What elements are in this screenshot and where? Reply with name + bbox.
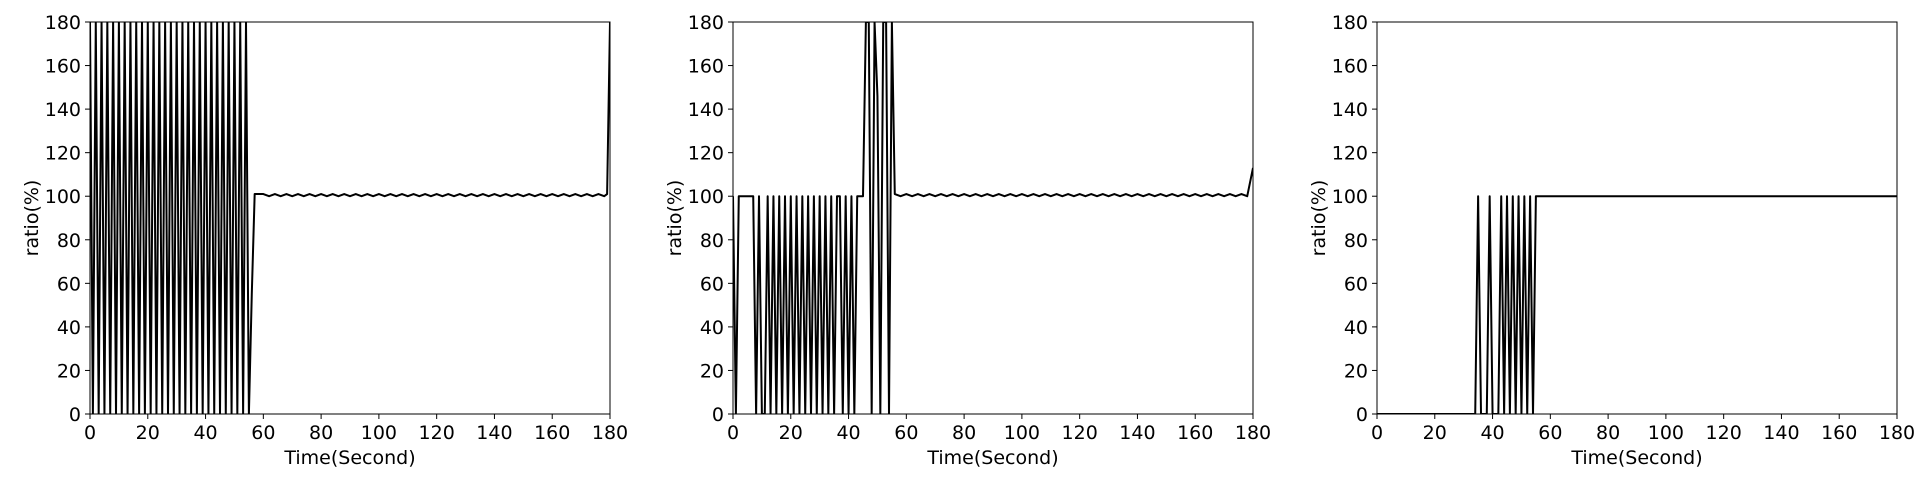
- y-tick-label: 140: [45, 99, 81, 121]
- y-axis-label: ratio(%): [1308, 180, 1330, 257]
- y-tick-label: 180: [1332, 12, 1368, 34]
- y-tick-label: 120: [45, 143, 81, 165]
- x-tick-label: 120: [1706, 422, 1742, 444]
- x-tick-label: 100: [361, 422, 397, 444]
- y-tick-label: 0: [1356, 404, 1368, 426]
- y-tick-label: 80: [57, 230, 81, 252]
- data-line: [733, 22, 1253, 414]
- x-tick-label: 0: [1371, 422, 1383, 444]
- x-tick-label: 20: [136, 422, 160, 444]
- x-tick-label: 180: [1235, 422, 1271, 444]
- y-tick-label: 80: [1344, 230, 1368, 252]
- y-axis-label: ratio(%): [664, 180, 686, 257]
- x-axis-label: Time(Second): [283, 447, 415, 469]
- x-tick-label: 20: [1423, 422, 1447, 444]
- y-tick-label: 160: [688, 56, 724, 78]
- data-line: [90, 22, 610, 414]
- plot-frame: [89, 21, 611, 415]
- y-tick-label: 40: [57, 317, 81, 339]
- x-tick-label: 60: [894, 422, 918, 444]
- x-tick-label: 140: [1119, 422, 1155, 444]
- y-tick-label: 40: [700, 317, 724, 339]
- y-tick-label: 20: [1344, 360, 1368, 382]
- y-tick-label: 180: [45, 12, 81, 34]
- plot-frame: [1376, 21, 1898, 415]
- x-axis-label: Time(Second): [1570, 447, 1702, 469]
- x-tick-label: 140: [476, 422, 512, 444]
- y-tick-label: 160: [1332, 56, 1368, 78]
- x-tick-label: 120: [1062, 422, 1098, 444]
- x-tick-label: 100: [1004, 422, 1040, 444]
- y-tick-label: 180: [688, 12, 724, 34]
- x-tick-label: 20: [779, 422, 803, 444]
- y-tick-label: 120: [1332, 143, 1368, 165]
- plot-frame: [732, 21, 1254, 415]
- x-tick-label: 80: [1596, 422, 1620, 444]
- y-tick-label: 60: [57, 273, 81, 295]
- subplot: 0 20 40 60 80 100 120 140 160 180 0 20 40 60 80 100 120 1…: [21, 12, 628, 469]
- y-tick-label: 0: [712, 404, 724, 426]
- x-tick-label: 40: [193, 422, 217, 444]
- x-tick-label: 0: [84, 422, 96, 444]
- x-tick-label: 180: [1879, 422, 1915, 444]
- y-tick-label: 60: [1344, 273, 1368, 295]
- data-line: [1377, 195, 1897, 414]
- x-tick-label: 60: [251, 422, 275, 444]
- x-tick-label: 100: [1648, 422, 1684, 444]
- y-tick-label: 80: [700, 230, 724, 252]
- x-tick-label: 180: [592, 422, 628, 444]
- x-tick-label: 160: [1177, 422, 1213, 444]
- y-tick-label: 60: [700, 273, 724, 295]
- y-tick-label: 40: [1344, 317, 1368, 339]
- y-axis-label: ratio(%): [21, 180, 43, 257]
- x-tick-label: 160: [534, 422, 570, 444]
- x-tick-label: 80: [309, 422, 333, 444]
- x-tick-label: 40: [1480, 422, 1504, 444]
- x-tick-label: 160: [1821, 422, 1857, 444]
- x-tick-label: 140: [1763, 422, 1799, 444]
- y-tick-label: 20: [57, 360, 81, 382]
- y-tick-label: 100: [1332, 186, 1368, 208]
- subplot: 0 20 40 60 80 100 120 140 160 180 0 20 40 60 80 100 120 1…: [1308, 12, 1915, 469]
- x-tick-label: 40: [836, 422, 860, 444]
- y-tick-label: 140: [688, 99, 724, 121]
- y-tick-label: 0: [69, 404, 81, 426]
- y-tick-label: 20: [700, 360, 724, 382]
- x-tick-label: 80: [952, 422, 976, 444]
- y-tick-label: 160: [45, 56, 81, 78]
- x-tick-label: 0: [727, 422, 739, 444]
- y-tick-label: 100: [688, 186, 724, 208]
- x-tick-label: 120: [419, 422, 455, 444]
- y-tick-label: 120: [688, 143, 724, 165]
- y-tick-label: 140: [1332, 99, 1368, 121]
- x-axis-label: Time(Second): [926, 447, 1058, 469]
- subplot: 0 20 40 60 80 100 120 140 160 180 0 20 40 60 80 100 120 1…: [664, 12, 1271, 469]
- y-tick-label: 100: [45, 186, 81, 208]
- x-tick-label: 60: [1538, 422, 1562, 444]
